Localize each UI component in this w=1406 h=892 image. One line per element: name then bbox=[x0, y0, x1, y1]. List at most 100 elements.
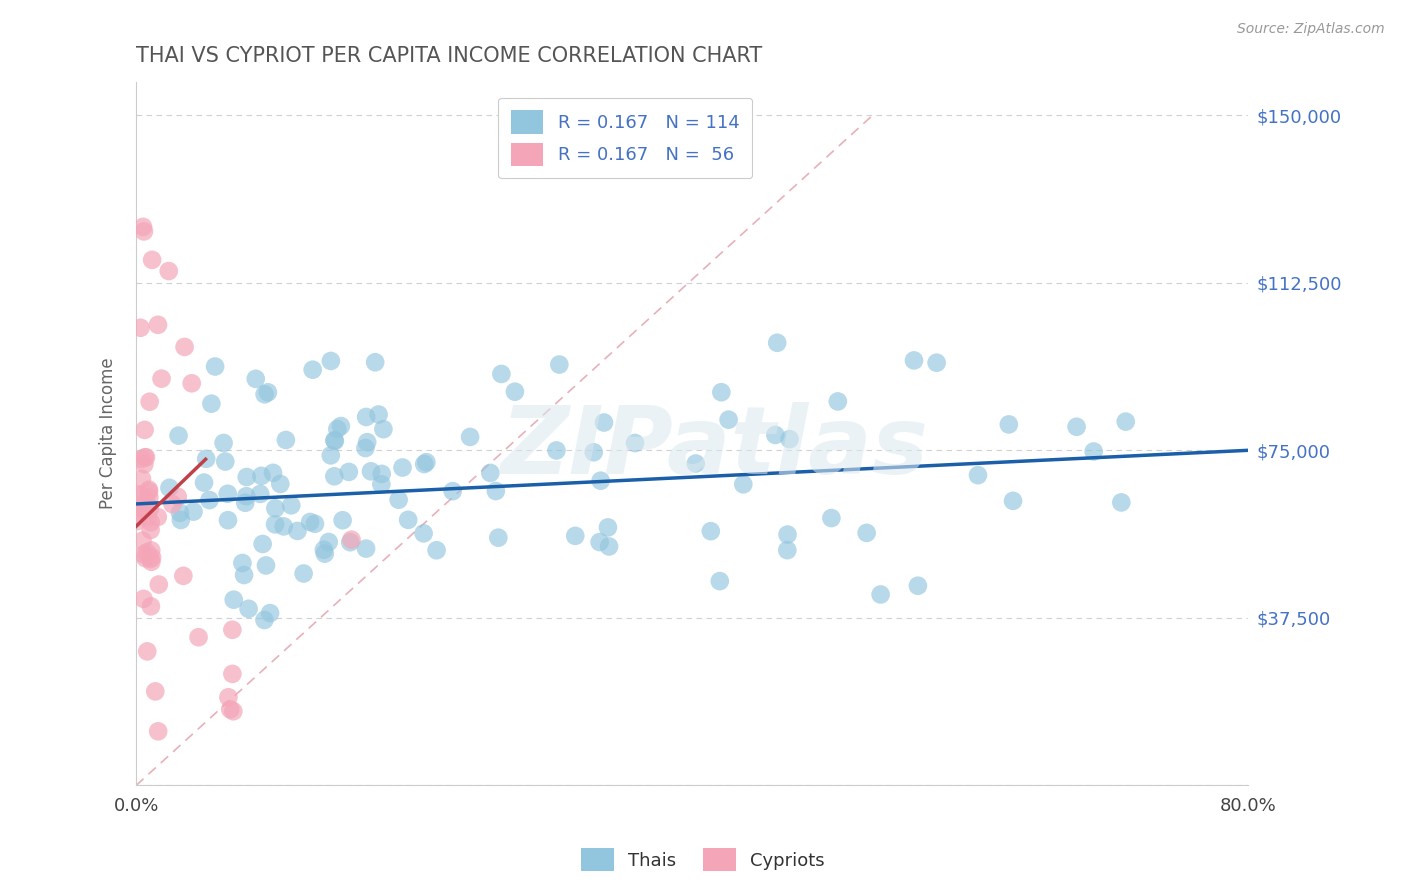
Point bbox=[131, 488, 153, 502]
Point bbox=[998, 417, 1021, 432]
Point bbox=[582, 445, 605, 459]
Point bbox=[370, 477, 392, 491]
Point bbox=[136, 510, 159, 524]
Point bbox=[139, 552, 162, 566]
Point bbox=[138, 394, 160, 409]
Point bbox=[132, 219, 155, 234]
Point bbox=[183, 505, 205, 519]
Point bbox=[180, 376, 202, 391]
Point bbox=[855, 525, 877, 540]
Point bbox=[233, 496, 256, 510]
Point bbox=[340, 533, 363, 547]
Point bbox=[274, 433, 297, 447]
Point bbox=[269, 477, 291, 491]
Text: Source: ZipAtlas.com: Source: ZipAtlas.com bbox=[1237, 22, 1385, 37]
Point bbox=[131, 452, 153, 467]
Point bbox=[127, 514, 149, 528]
Point bbox=[135, 450, 157, 465]
Point bbox=[1083, 444, 1105, 458]
Point bbox=[146, 318, 169, 332]
Point bbox=[820, 511, 842, 525]
Point bbox=[709, 574, 731, 588]
Point bbox=[253, 613, 276, 627]
Point bbox=[596, 520, 619, 534]
Point bbox=[139, 523, 162, 537]
Point bbox=[141, 555, 163, 569]
Point bbox=[221, 623, 243, 637]
Point bbox=[280, 498, 302, 512]
Point bbox=[264, 501, 287, 516]
Point bbox=[491, 367, 513, 381]
Point bbox=[356, 435, 378, 450]
Point bbox=[134, 423, 156, 437]
Point bbox=[413, 457, 436, 471]
Point bbox=[235, 470, 257, 484]
Point bbox=[1001, 494, 1024, 508]
Point bbox=[426, 543, 449, 558]
Point bbox=[143, 684, 166, 698]
Point bbox=[198, 493, 221, 508]
Point bbox=[264, 517, 287, 532]
Point bbox=[173, 340, 195, 354]
Point bbox=[1111, 495, 1133, 509]
Point bbox=[262, 466, 284, 480]
Point bbox=[135, 494, 157, 508]
Point bbox=[396, 513, 419, 527]
Point bbox=[135, 545, 157, 559]
Point bbox=[1115, 415, 1137, 429]
Point bbox=[127, 510, 149, 524]
Point bbox=[166, 490, 188, 504]
Point bbox=[187, 630, 209, 644]
Point bbox=[925, 356, 948, 370]
Point bbox=[354, 541, 377, 556]
Point bbox=[412, 526, 434, 541]
Point bbox=[710, 385, 733, 400]
Point bbox=[238, 601, 260, 615]
Point bbox=[485, 484, 508, 499]
Point bbox=[235, 489, 257, 503]
Point bbox=[252, 537, 274, 551]
Point bbox=[589, 474, 612, 488]
Point bbox=[131, 472, 153, 486]
Point bbox=[219, 702, 242, 716]
Point bbox=[339, 535, 361, 549]
Point bbox=[354, 441, 377, 455]
Point bbox=[148, 577, 170, 591]
Point bbox=[332, 513, 354, 527]
Point bbox=[287, 524, 309, 538]
Point bbox=[138, 483, 160, 497]
Point bbox=[323, 434, 346, 448]
Point bbox=[367, 408, 389, 422]
Point bbox=[593, 416, 616, 430]
Point bbox=[391, 460, 413, 475]
Point bbox=[292, 566, 315, 581]
Point bbox=[479, 466, 502, 480]
Point bbox=[458, 430, 481, 444]
Point bbox=[231, 556, 253, 570]
Point bbox=[319, 449, 342, 463]
Point bbox=[301, 362, 323, 376]
Point bbox=[204, 359, 226, 374]
Point bbox=[299, 515, 322, 529]
Legend: Thais, Cypriots: Thais, Cypriots bbox=[574, 841, 832, 879]
Point bbox=[249, 487, 271, 501]
Point bbox=[127, 487, 149, 501]
Point bbox=[776, 543, 799, 558]
Point bbox=[162, 497, 184, 511]
Point bbox=[548, 358, 571, 372]
Point bbox=[354, 409, 377, 424]
Point bbox=[221, 666, 243, 681]
Point bbox=[141, 252, 163, 267]
Point bbox=[167, 428, 190, 442]
Point bbox=[253, 387, 276, 401]
Point bbox=[212, 436, 235, 450]
Point bbox=[903, 353, 925, 368]
Point bbox=[388, 492, 411, 507]
Point bbox=[134, 457, 156, 471]
Point bbox=[503, 384, 526, 399]
Point bbox=[486, 531, 509, 545]
Point bbox=[373, 422, 395, 436]
Point bbox=[967, 468, 990, 483]
Text: THAI VS CYPRIOT PER CAPITA INCOME CORRELATION CHART: THAI VS CYPRIOT PER CAPITA INCOME CORREL… bbox=[136, 46, 762, 66]
Point bbox=[132, 224, 155, 238]
